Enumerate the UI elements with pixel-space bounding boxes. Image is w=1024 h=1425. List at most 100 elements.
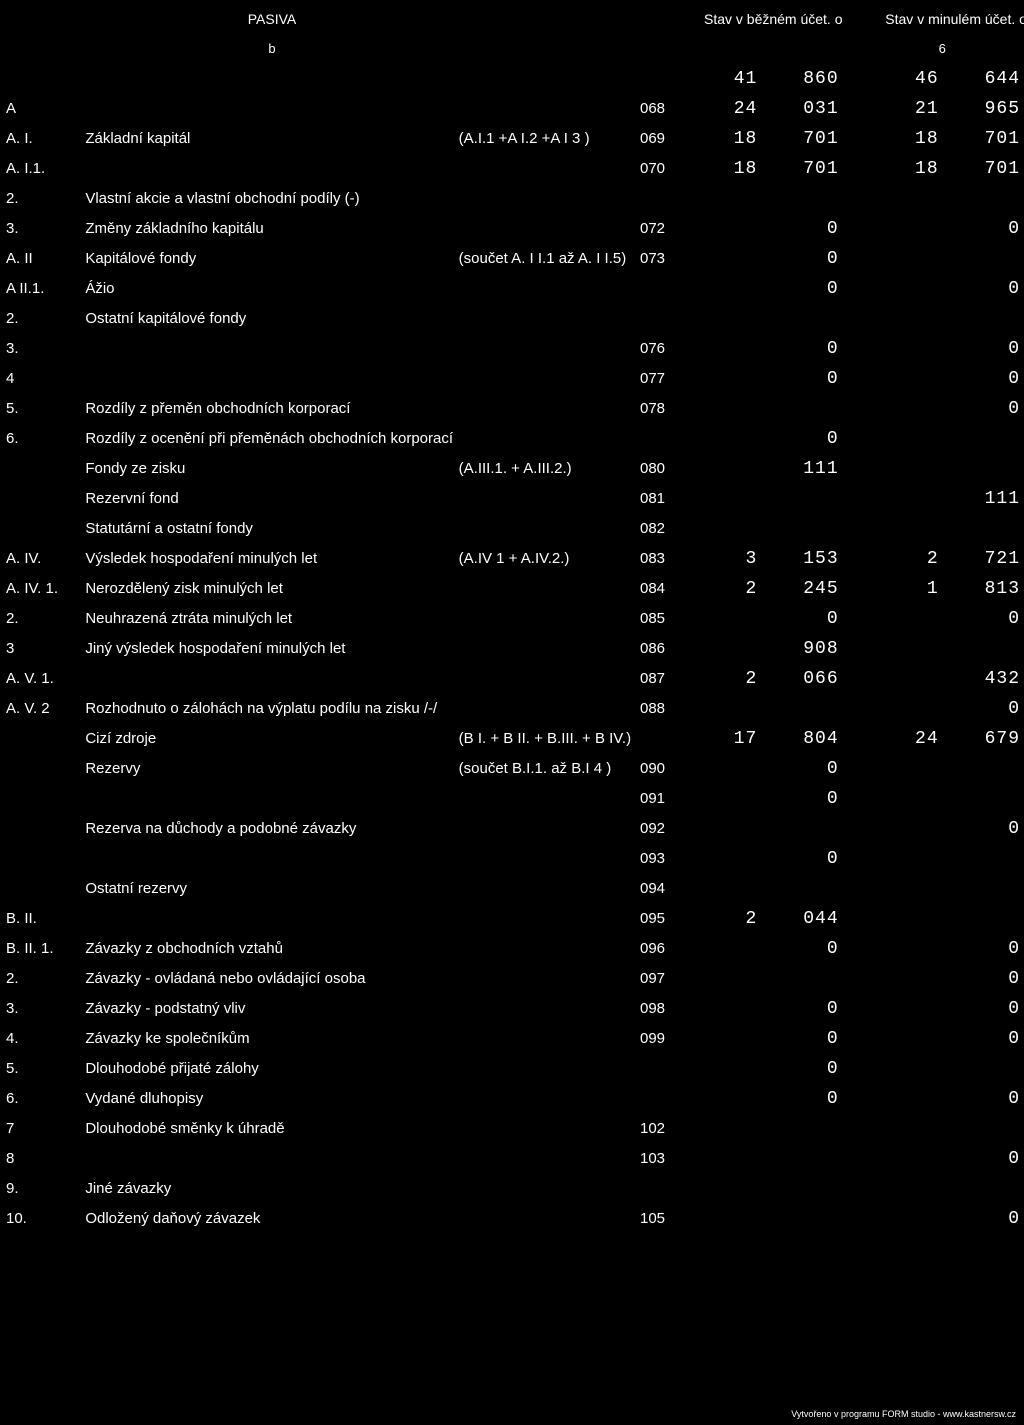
row-thousands-current	[704, 274, 757, 304]
row-desc: Rozdíly z ocenění při přeměnách obchodní…	[85, 424, 458, 454]
table-row: 2.Vlastní akcie a vlastní obchodní podíl…	[0, 184, 1024, 214]
table-row: 3.Závazky - podstatný vliv09800	[0, 994, 1024, 1024]
row-value-current: 0	[757, 994, 842, 1024]
row-value-current: 0	[757, 274, 842, 304]
row-value-previous: 0	[939, 814, 1024, 844]
row-thousands-current	[704, 454, 757, 484]
row-value-current: 0	[757, 934, 842, 964]
table-row: 81030	[0, 1144, 1024, 1174]
row-code	[0, 514, 85, 544]
row-value-current: 066	[757, 664, 842, 694]
row-number	[640, 64, 704, 94]
table-row: 7Dlouhodobé směnky k úhradě102	[0, 1114, 1024, 1144]
row-thousands-current	[704, 214, 757, 244]
row-thousands-current	[704, 1114, 757, 1144]
row-thousands-previous	[885, 1144, 938, 1174]
row-number: 102	[640, 1114, 704, 1144]
row-value-previous: 0	[939, 214, 1024, 244]
row-value-previous	[939, 634, 1024, 664]
table-row: A. IV.Výsledek hospodaření minulých let(…	[0, 544, 1024, 574]
table-row: A. V. 2Rozhodnuto o zálohách na výplatu …	[0, 694, 1024, 724]
row-number: 097	[640, 964, 704, 994]
row-thousands-current	[704, 694, 757, 724]
row-number: 076	[640, 334, 704, 364]
row-thousands-previous	[885, 844, 938, 874]
row-value-previous: 0	[939, 1024, 1024, 1054]
row-value-current: 0	[757, 604, 842, 634]
row-value-previous: 0	[939, 1144, 1024, 1174]
row-thousands-previous	[885, 604, 938, 634]
row-desc	[85, 334, 458, 364]
row-number: 094	[640, 874, 704, 904]
row-value-previous	[939, 844, 1024, 874]
table-row: 10.Odložený daňový závazek1050	[0, 1204, 1024, 1234]
row-thousands-previous: 18	[885, 124, 938, 154]
row-value-current: 044	[757, 904, 842, 934]
table-row: A0682403121965	[0, 94, 1024, 124]
row-number: 070	[640, 154, 704, 184]
row-thousands-previous	[885, 1174, 938, 1204]
table-row: 5.Dlouhodobé přijaté zálohy0	[0, 1054, 1024, 1084]
row-thousands-current	[704, 604, 757, 634]
row-thousands-current	[704, 784, 757, 814]
row-thousands-current	[704, 874, 757, 904]
table-row: A. I.1.0701870118701	[0, 154, 1024, 184]
row-note	[459, 1054, 640, 1084]
row-value-current: 0	[757, 1054, 842, 1084]
row-thousands-previous: 18	[885, 154, 938, 184]
row-thousands-previous	[885, 514, 938, 544]
row-number: 095	[640, 904, 704, 934]
row-value-previous	[939, 514, 1024, 544]
row-number: 090	[640, 754, 704, 784]
row-thousands-current: 18	[704, 124, 757, 154]
row-code	[0, 844, 85, 874]
row-thousands-current	[704, 1144, 757, 1174]
row-desc: Vydané dluhopisy	[85, 1084, 458, 1114]
row-note	[459, 484, 640, 514]
row-value-previous	[939, 424, 1024, 454]
row-value-current	[757, 694, 842, 724]
row-note	[459, 1204, 640, 1234]
row-value-current	[757, 514, 842, 544]
sub-b: b	[85, 34, 458, 64]
header-row: PASIVA Stav v běžném účet. období Stav v…	[0, 4, 1024, 34]
row-number: 080	[640, 454, 704, 484]
row-thousands-previous	[885, 244, 938, 274]
row-desc	[85, 1144, 458, 1174]
row-thousands-current	[704, 1084, 757, 1114]
row-value-current: 0	[757, 364, 842, 394]
row-code: 3.	[0, 334, 85, 364]
row-value-current	[757, 304, 842, 334]
col-pasiva: PASIVA	[85, 4, 458, 34]
row-number: 084	[640, 574, 704, 604]
row-number: 086	[640, 634, 704, 664]
row-value-current	[757, 874, 842, 904]
row-thousands-previous	[885, 964, 938, 994]
subheader-row: b 6	[0, 34, 1024, 64]
row-thousands-current: 18	[704, 154, 757, 184]
row-code: 2.	[0, 184, 85, 214]
row-value-current	[757, 484, 842, 514]
table-row: Fondy ze zisku(A.III.1. + A.III.2.)08011…	[0, 454, 1024, 484]
table-row: B. II.0952044	[0, 904, 1024, 934]
row-desc: Rozdíly z přeměn obchodních korporací	[85, 394, 458, 424]
row-desc: Fondy ze zisku	[85, 454, 458, 484]
row-code: A. II	[0, 244, 85, 274]
row-note	[459, 1174, 640, 1204]
row-thousands-current	[704, 964, 757, 994]
row-number: 099	[640, 1024, 704, 1054]
row-value-current: 701	[757, 154, 842, 184]
row-thousands-previous	[885, 424, 938, 454]
table-row: Ostatní rezervy094	[0, 874, 1024, 904]
row-thousands-previous	[885, 664, 938, 694]
row-desc: Jiné závazky	[85, 1174, 458, 1204]
row-code	[0, 724, 85, 754]
row-desc: Rezerva na důchody a podobné závazky	[85, 814, 458, 844]
row-value-current	[757, 394, 842, 424]
row-thousands-previous	[885, 184, 938, 214]
row-desc	[85, 94, 458, 124]
table-row: Rezerva na důchody a podobné závazky0920	[0, 814, 1024, 844]
row-value-previous: 701	[939, 124, 1024, 154]
row-value-current	[757, 814, 842, 844]
col-current: Stav v běžném účet. období	[704, 4, 843, 34]
